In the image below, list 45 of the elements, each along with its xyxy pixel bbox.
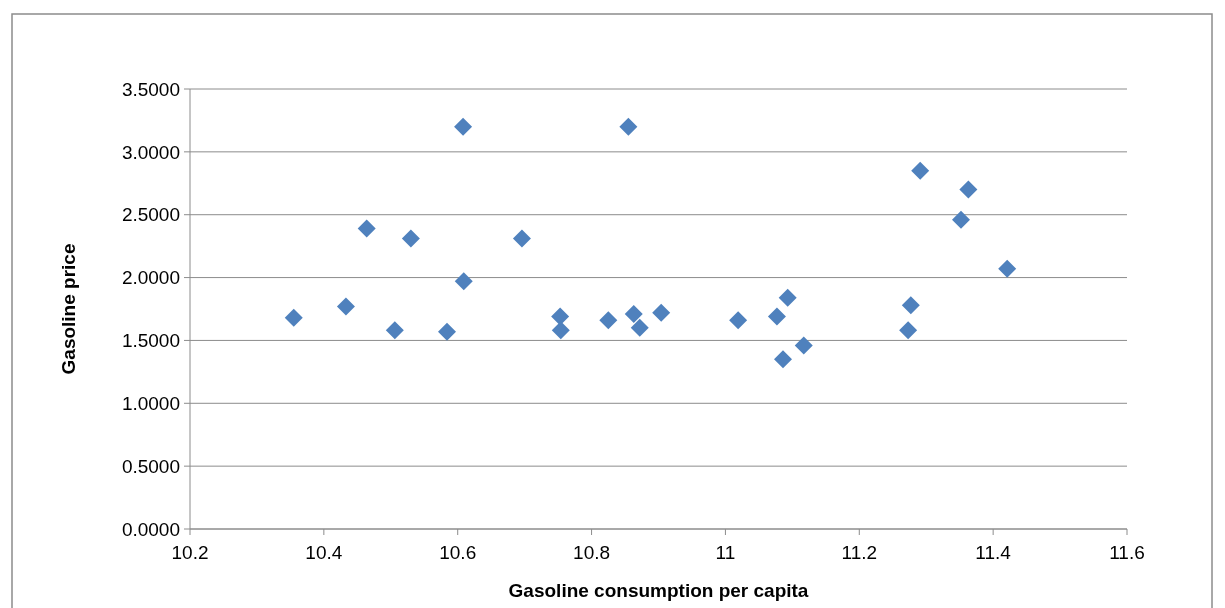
point [551,307,570,326]
point [624,305,643,324]
y-axis-title: Gasoline price [58,243,79,375]
point [778,288,797,307]
point [652,303,671,322]
y-tick-label: 2.0000 [121,267,180,289]
point [998,259,1017,278]
x-tick-label: 10.4 [305,542,343,563]
point [401,229,420,248]
y-tick-label: 3.0000 [121,141,180,163]
point [599,311,618,330]
point [336,297,355,316]
y-tick-label: 0.0000 [121,518,180,540]
point [767,307,786,326]
point [357,219,376,238]
point [284,308,303,327]
x-tick-label: 10.8 [573,542,611,563]
x-tick-label: 11 [715,542,736,563]
point [959,180,978,199]
point [619,117,638,136]
x-tick-label: 11.4 [975,542,1012,563]
point [952,210,971,229]
point [911,161,930,180]
point [901,296,920,315]
point [773,350,792,369]
x-axis-title: Gasoline consumption per capita [508,580,809,601]
point [899,321,918,340]
point [551,321,570,340]
point [454,272,473,291]
point [454,117,473,136]
y-tick-label: 1.0000 [121,392,180,414]
point [438,322,457,341]
point [794,336,813,355]
x-tick-label: 11.2 [841,542,878,563]
point [512,229,531,248]
y-tick-label: 1.5000 [121,330,180,352]
x-tick-label: 10.2 [171,542,209,563]
x-tick-label: 10.6 [439,542,477,563]
point [729,311,748,330]
y-tick-label: 0.5000 [121,455,180,477]
x-tick-label: 11.6 [1109,542,1145,563]
y-tick-label: 3.5000 [121,78,180,100]
point [385,321,404,340]
point [630,318,649,337]
y-tick-label: 2.5000 [121,204,180,226]
